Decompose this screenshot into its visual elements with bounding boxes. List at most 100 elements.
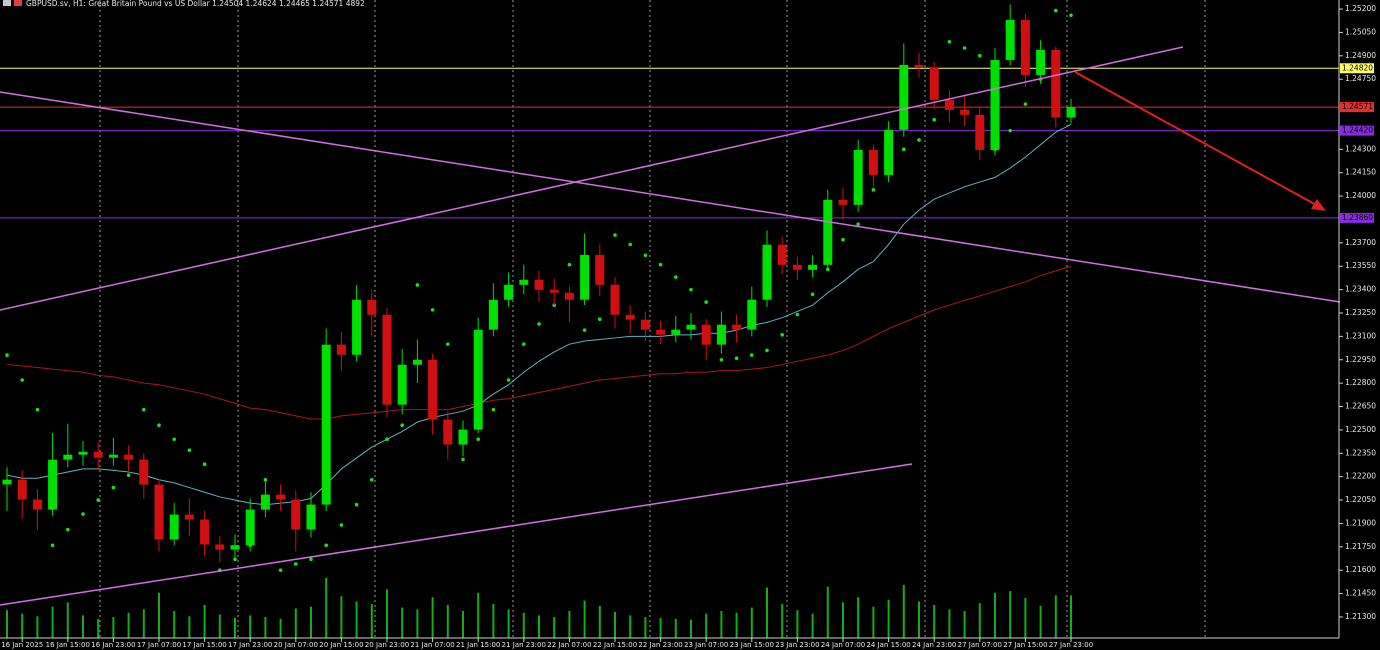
volume-bar (82, 615, 84, 638)
volume (6, 578, 1072, 638)
x-tick-label: 24 Jan 15:00 (866, 641, 910, 649)
sar-dot (1069, 13, 1073, 18)
candle-body (792, 264, 802, 270)
sar-dot (50, 543, 55, 548)
sar-dot (263, 477, 268, 482)
y-tick-label: 1.22950 (1345, 355, 1376, 364)
candle-body (260, 494, 270, 510)
candle-body (336, 344, 346, 355)
sar-dot (172, 437, 176, 442)
sar-dot (962, 46, 967, 50)
level-label-box (1340, 125, 1374, 136)
sar-dot (126, 473, 131, 477)
period-separators (99, 0, 1206, 638)
candle-body (1066, 107, 1076, 118)
x-tick-label: 21 Jan 07:00 (410, 641, 454, 649)
sar-dot (750, 353, 754, 357)
sar-dot (917, 138, 921, 142)
y-tick-label: 1.22350 (1345, 448, 1376, 457)
volume-bar (872, 606, 875, 638)
volume-bar (386, 589, 388, 638)
sar-dot (491, 407, 496, 412)
candle-body (200, 519, 210, 545)
sar-dot (354, 502, 359, 507)
volume-bar (279, 618, 282, 638)
candle-body (139, 459, 149, 485)
candle-body (716, 324, 726, 345)
volume-bar (188, 616, 191, 638)
sar-dot (1023, 102, 1028, 106)
sar-dot (1054, 8, 1058, 13)
x-tick-label: 16 Jan 2025 (1, 641, 43, 649)
x-tick-label: 21 Jan 23:00 (502, 641, 546, 649)
candle-body (397, 364, 407, 405)
candle-body (367, 299, 377, 315)
sar-dot (978, 54, 982, 58)
y-tick-label: 1.22200 (1345, 472, 1376, 481)
sar-dot (537, 322, 541, 326)
volume-bar (659, 618, 662, 638)
candle-body (2, 479, 12, 485)
sar-dot (430, 308, 435, 312)
sar-dot (446, 342, 450, 346)
axes: 1.21300 1.21450 1.21600 1.21750 1.21900 1.220… (1, 4, 1376, 649)
candle-body (549, 289, 559, 293)
candle-body (747, 299, 757, 330)
candle-body (960, 109, 970, 115)
volume-bar (598, 605, 601, 638)
volume-bar (842, 602, 844, 638)
volume-bar (811, 613, 814, 638)
sar-dot (461, 457, 465, 462)
candle-body (154, 484, 164, 540)
sar-dot (400, 423, 405, 428)
volume-bar (781, 604, 784, 638)
volume-bar (416, 609, 419, 638)
y-tick-label: 1.24300 (1345, 144, 1376, 153)
sar-dot (81, 512, 85, 516)
volume-bar (750, 607, 753, 638)
y-tick-label: 1.23550 (1345, 261, 1376, 270)
candle-body (321, 344, 331, 505)
x-tick-label: 23 Jan 07:00 (684, 641, 728, 649)
candle-body (230, 545, 240, 550)
x-tick-label: 21 Jan 15:00 (456, 641, 500, 649)
candle-body (975, 114, 985, 150)
volume-bar (705, 613, 708, 638)
sar-dot (202, 462, 207, 466)
volume-bar (553, 617, 556, 638)
candle-body (63, 454, 73, 460)
candle-body (124, 454, 134, 460)
sar-dot (810, 292, 815, 297)
indicators (5, 8, 1073, 572)
volume-bar (66, 602, 69, 638)
volume-bar (796, 610, 799, 638)
volume-bar (249, 615, 252, 638)
trendline (0, 46, 1184, 311)
sar-dot (902, 147, 906, 152)
level-label-box (1340, 102, 1374, 113)
candle-body (412, 359, 422, 365)
candle-body (914, 65, 924, 68)
candle-body (838, 199, 848, 205)
sar-dot (765, 348, 769, 353)
sar-dot (598, 317, 602, 322)
sar-dot (628, 242, 632, 247)
volume-bar (994, 592, 996, 638)
volume-bar (902, 584, 905, 638)
candle-body (762, 244, 772, 300)
y-tick-label: 1.22500 (1345, 425, 1376, 434)
x-tick-label: 23 Jan 15:00 (730, 641, 774, 649)
y-tick-label: 1.24750 (1345, 74, 1376, 83)
candle-body (564, 292, 574, 300)
trendlines (0, 46, 1341, 606)
header: GBPUSD.sv, H1: Great Britain Pound vs US… (26, 0, 365, 8)
candle-body (686, 324, 696, 330)
sar-dot (111, 485, 116, 490)
sar-dot (20, 378, 25, 382)
candle-body (868, 149, 878, 175)
candle-body (184, 514, 194, 520)
candle-body (17, 479, 27, 500)
candle-body (1036, 49, 1046, 75)
sar-dot (324, 543, 329, 548)
